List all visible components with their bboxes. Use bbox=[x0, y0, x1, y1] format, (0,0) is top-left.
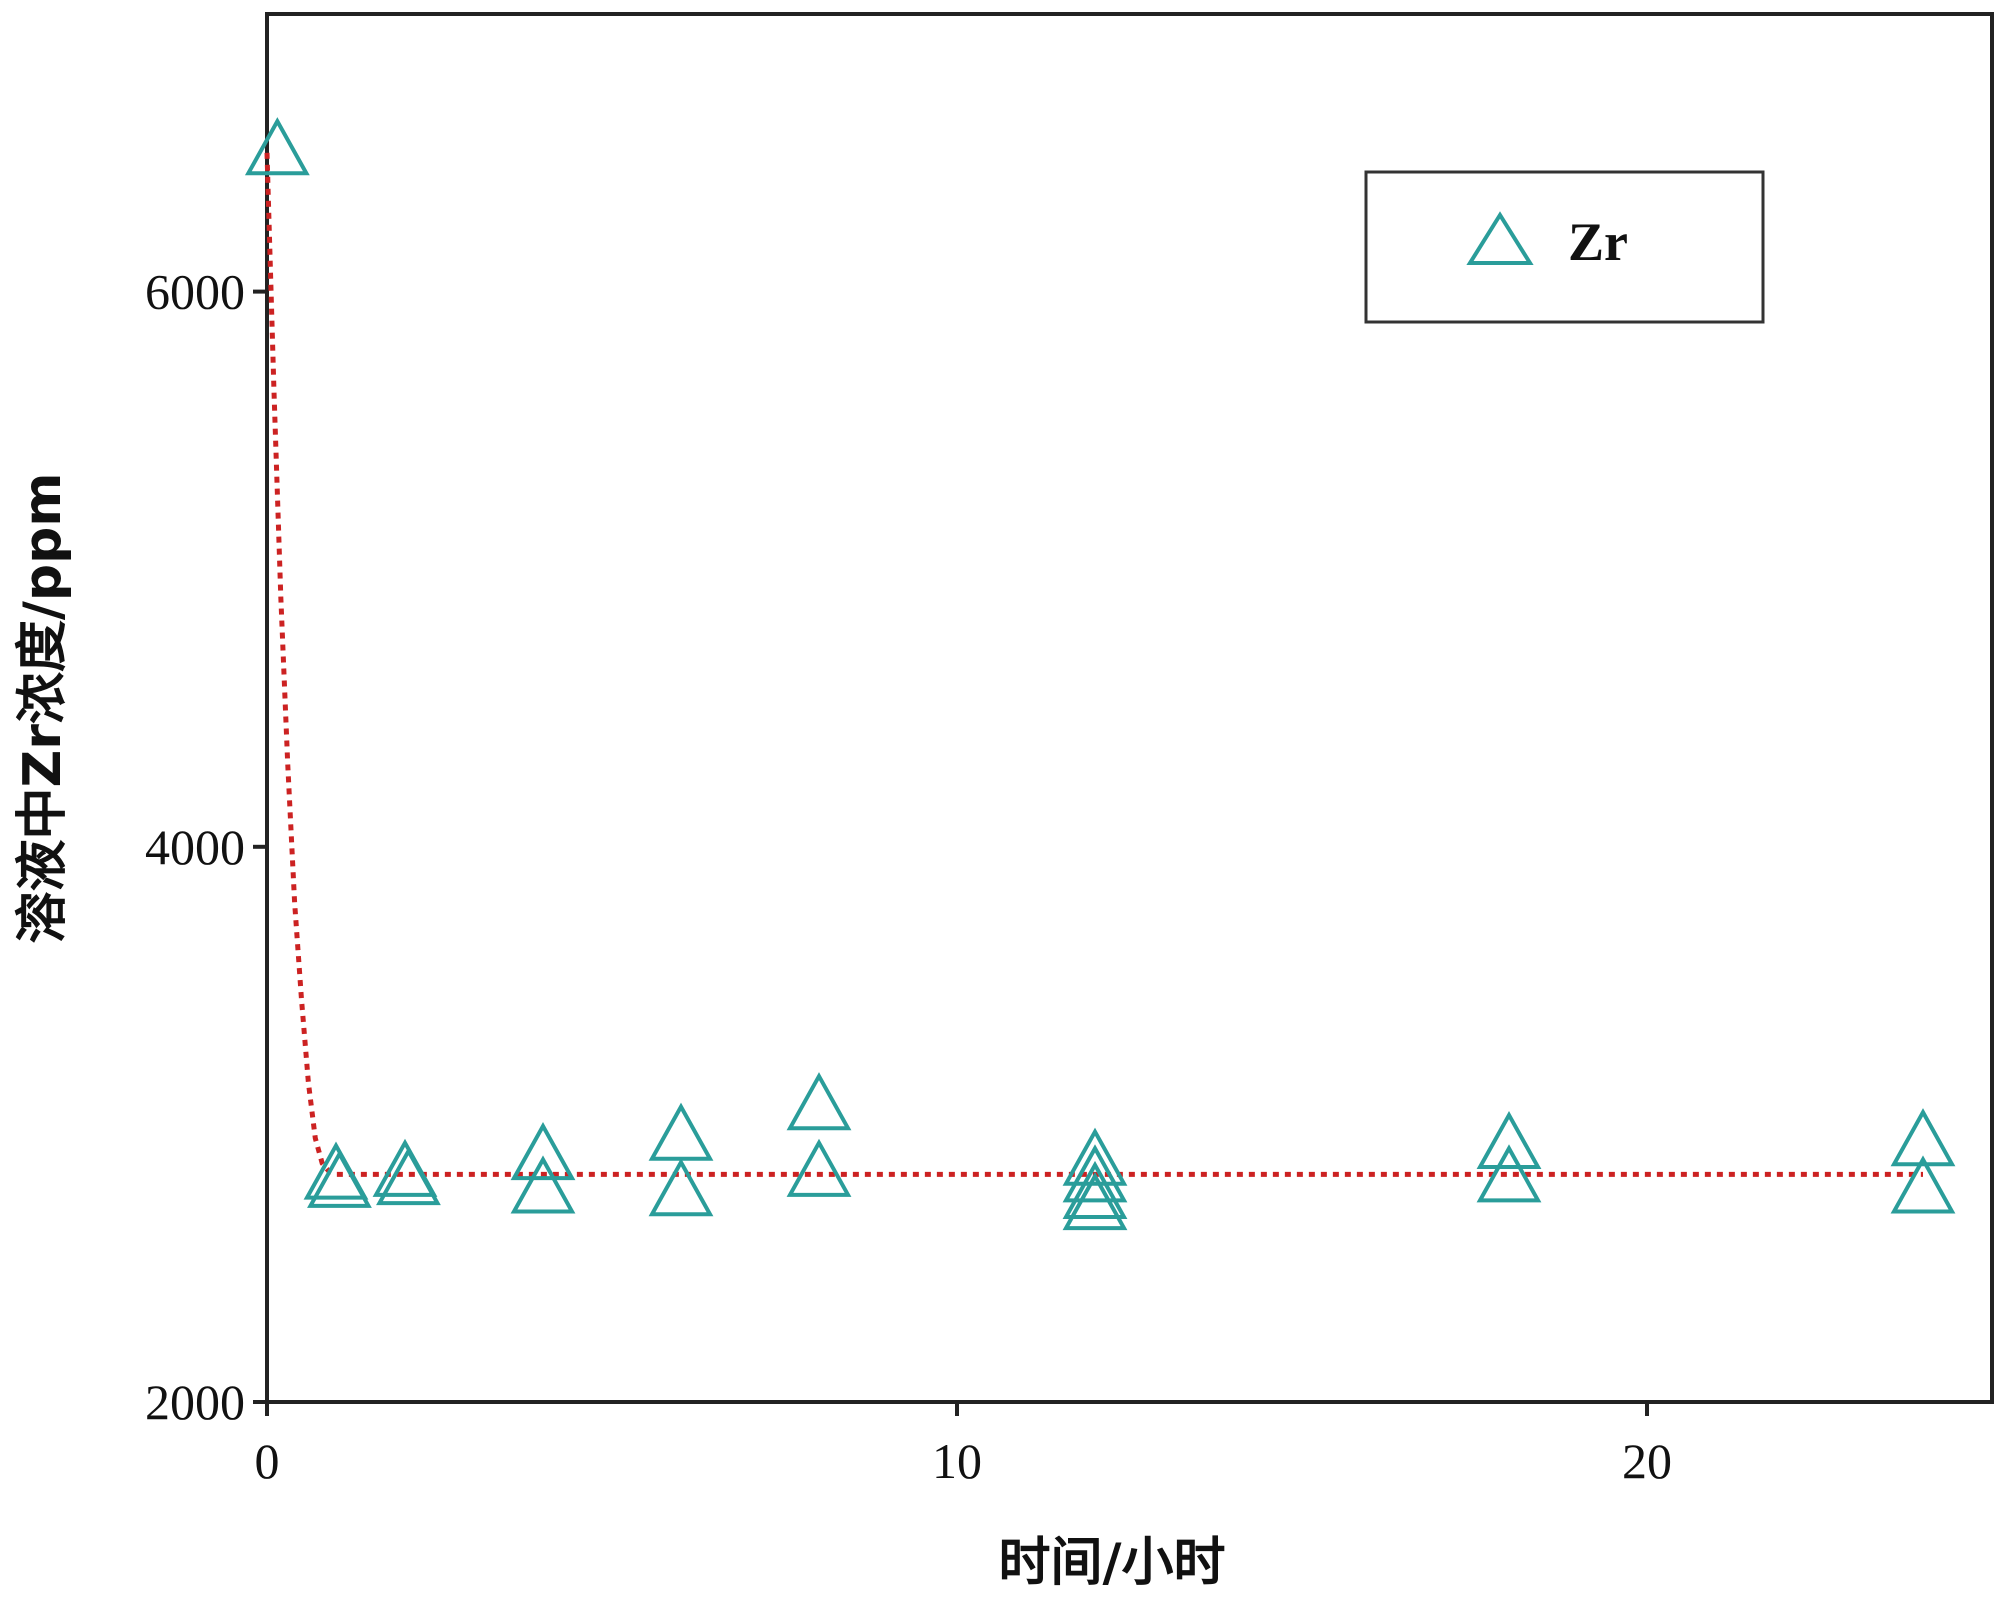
legend-triangle-icon bbox=[1466, 211, 1534, 265]
legend-box bbox=[1364, 170, 1765, 324]
y-tick-label: 4000 bbox=[145, 819, 245, 875]
zr-data-point bbox=[510, 1122, 576, 1181]
zr-data-point bbox=[307, 1149, 372, 1208]
legend-label: Zr bbox=[1568, 212, 1628, 272]
zr-data-point bbox=[1476, 1110, 1542, 1170]
zr-data-point bbox=[1476, 1144, 1542, 1203]
y-tick-label: 2000 bbox=[145, 1374, 245, 1430]
plot-frame bbox=[265, 12, 1994, 1404]
zr-data-point bbox=[372, 1138, 438, 1197]
zr-data-point bbox=[303, 1141, 369, 1200]
x-tick-label: 0 bbox=[255, 1433, 280, 1489]
zr-data-point bbox=[786, 1138, 852, 1197]
zr-data-point bbox=[510, 1155, 576, 1214]
zr-data-point bbox=[1062, 1160, 1128, 1220]
zr-data-point bbox=[1062, 1172, 1128, 1231]
zr-data-point bbox=[786, 1072, 852, 1131]
y-tick-label: 6000 bbox=[145, 264, 245, 320]
y-axis-title: 溶液中Zr浓度/ppm bbox=[13, 473, 73, 944]
zr-data-point bbox=[648, 1102, 714, 1161]
legend: Zr bbox=[1364, 170, 1765, 324]
zr-data-point bbox=[244, 117, 310, 176]
x-axis-title: 时间/小时 bbox=[999, 1533, 1226, 1593]
zr-data-point bbox=[1890, 1155, 1956, 1214]
zr-data-point bbox=[1062, 1144, 1128, 1203]
x-axis: 0 10 20 bbox=[255, 1402, 1672, 1489]
y-axis: 2000 4000 6000 bbox=[145, 264, 267, 1430]
data-points bbox=[244, 117, 1956, 1231]
zr-data-point bbox=[1062, 1127, 1128, 1186]
zr-data-point bbox=[1890, 1108, 1956, 1167]
x-tick-label: 10 bbox=[932, 1433, 982, 1489]
zr-data-point bbox=[648, 1158, 714, 1217]
zr-data-point bbox=[376, 1147, 441, 1206]
x-tick-label: 20 bbox=[1622, 1433, 1672, 1489]
